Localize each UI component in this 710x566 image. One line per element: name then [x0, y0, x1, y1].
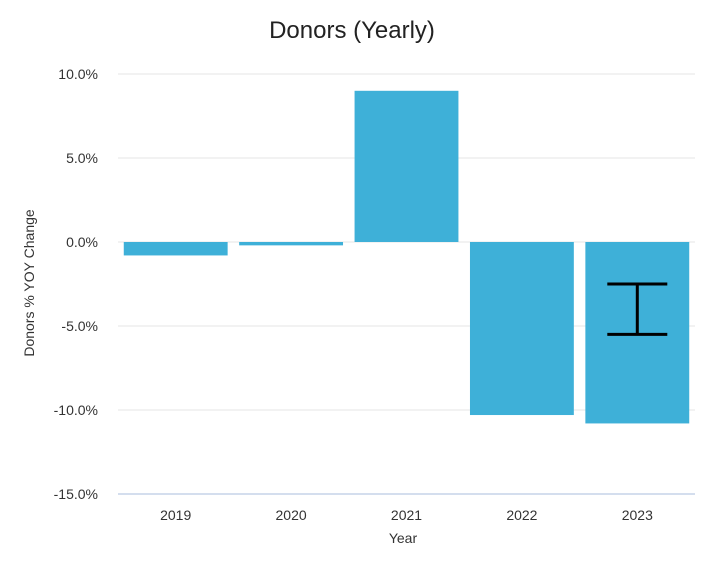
- y-tick-label: -5.0%: [61, 318, 98, 334]
- y-axis-ticks: 10.0% 5.0% 0.0% -5.0% -10.0% -15.0%: [54, 66, 98, 502]
- x-tick-label: 2019: [160, 507, 191, 523]
- y-tick-label: -10.0%: [54, 402, 98, 418]
- y-axis-label: Donors % YOY Change: [21, 209, 37, 357]
- bar-2020: [239, 242, 344, 246]
- y-tick-label: 10.0%: [58, 66, 98, 82]
- y-tick-label: 0.0%: [66, 234, 98, 250]
- x-tick-label: 2020: [276, 507, 307, 523]
- bar-2019: [123, 242, 228, 256]
- x-tick-label: 2021: [391, 507, 422, 523]
- bar-2022: [469, 242, 574, 416]
- bar-2021: [354, 90, 459, 242]
- x-axis-label: Year: [389, 530, 418, 546]
- x-tick-label: 2022: [506, 507, 537, 523]
- chart-title: Donors (Yearly): [269, 17, 435, 44]
- y-tick-label: 5.0%: [66, 150, 98, 166]
- x-tick-label: 2023: [622, 507, 653, 523]
- bars: [123, 90, 690, 424]
- y-tick-label: -15.0%: [54, 486, 98, 502]
- error-bar: [607, 282, 668, 336]
- x-axis-ticks: 2019 2020 2021 2022 2023: [160, 507, 653, 523]
